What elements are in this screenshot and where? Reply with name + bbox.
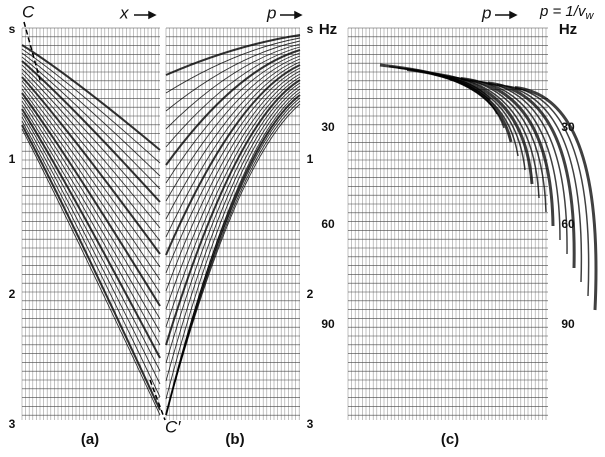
event — [21, 116, 161, 385]
axis-label: x — [119, 3, 129, 22]
event — [21, 68, 161, 229]
tick-label: 1 — [9, 152, 16, 166]
event — [165, 82, 301, 364]
corner-label: C — [22, 2, 35, 21]
event — [165, 73, 301, 310]
event — [21, 80, 161, 268]
event — [165, 58, 301, 220]
event — [165, 46, 301, 148]
event — [21, 60, 161, 203]
axis-label: p — [266, 3, 276, 22]
event — [165, 79, 301, 346]
event — [165, 37, 301, 94]
event — [505, 85, 590, 297]
event — [496, 83, 583, 283]
tick-label: 90 — [321, 317, 335, 331]
event — [165, 40, 301, 112]
event — [165, 103, 301, 416]
event — [165, 52, 301, 184]
tick-label: 60 — [561, 217, 575, 231]
tick-label: 30 — [321, 120, 335, 134]
tick-label: s — [307, 22, 314, 36]
event — [165, 34, 301, 76]
event — [21, 84, 161, 281]
panel-label: (a) — [81, 431, 99, 448]
tick-label: 3 — [9, 417, 16, 431]
axis-label: p — [481, 3, 491, 22]
event — [21, 76, 161, 255]
panel-label: (c) — [441, 431, 459, 448]
tick-label: 1 — [307, 152, 314, 166]
event — [460, 77, 555, 227]
tick-label: 90 — [561, 317, 575, 331]
tick-label: 3 — [307, 417, 314, 431]
event — [21, 124, 161, 411]
event — [165, 64, 301, 256]
seismic-traces — [21, 21, 598, 421]
event — [21, 120, 161, 398]
event — [21, 88, 161, 294]
event — [514, 86, 598, 311]
tick-label: 2 — [9, 287, 16, 301]
event — [165, 85, 301, 382]
event — [21, 92, 161, 307]
event — [21, 44, 161, 151]
event — [165, 70, 301, 292]
event — [21, 128, 161, 416]
panel-label: (b) — [225, 431, 244, 448]
event — [21, 112, 161, 372]
event — [21, 104, 161, 346]
tick-label: 60 — [321, 217, 335, 231]
event — [165, 61, 301, 238]
event — [165, 76, 301, 328]
event — [21, 56, 161, 190]
event — [165, 43, 301, 130]
event — [21, 72, 161, 242]
tick-label: Hz — [319, 21, 337, 38]
event — [21, 96, 161, 320]
event — [21, 108, 161, 359]
event — [21, 64, 161, 216]
event — [165, 55, 301, 202]
event — [165, 100, 301, 416]
slowness-note: p = 1/vw — [539, 3, 594, 22]
event — [21, 52, 161, 177]
event — [165, 49, 301, 166]
event — [165, 88, 301, 400]
event — [165, 67, 301, 274]
tick-label: Hz — [559, 21, 577, 38]
arrows — [134, 10, 518, 20]
note-main: p = 1/v — [539, 3, 587, 20]
event — [487, 81, 576, 269]
tick-label: 2 — [307, 287, 314, 301]
tick-label: 30 — [561, 120, 575, 134]
first-break — [23, 21, 166, 421]
event — [21, 100, 161, 333]
tick-label: s — [9, 22, 16, 36]
note-sub: w — [585, 10, 594, 22]
end-label: C′ — [165, 417, 181, 436]
